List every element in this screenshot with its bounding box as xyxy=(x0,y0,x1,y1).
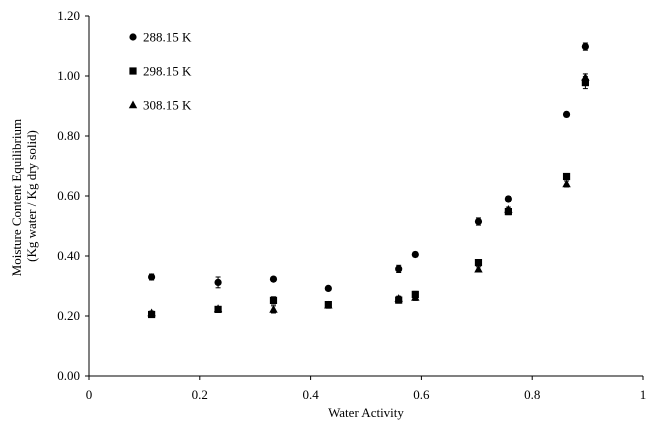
data-point-triangle xyxy=(324,300,333,309)
data-point-triangle xyxy=(504,205,513,213)
data-point-triangle xyxy=(213,304,223,313)
data-point-circle xyxy=(214,278,222,286)
x-tick-label: 0 xyxy=(86,387,93,402)
data-point-circle xyxy=(562,110,571,118)
data-point-triangle xyxy=(394,294,403,302)
data-point-circle xyxy=(411,250,419,259)
x-tick-label: 0.2 xyxy=(192,387,208,402)
y-tick-label: 0.60 xyxy=(57,188,80,203)
data-point-circle xyxy=(504,195,512,203)
legend-marker-square xyxy=(129,67,137,75)
data-point-square xyxy=(562,172,571,181)
y-tick-label: 0.80 xyxy=(57,128,80,143)
data-point-triangle xyxy=(562,179,571,188)
data-point-circle xyxy=(474,217,483,226)
data-point-triangle xyxy=(269,304,278,313)
x-tick-label: 0.4 xyxy=(302,387,319,402)
data-point-circle xyxy=(395,265,403,273)
legend: 288.15 K 298.15 K 308.15 K xyxy=(128,30,192,113)
data-point-circle xyxy=(581,43,589,51)
data-point-square xyxy=(269,296,278,304)
y-axis-label: Moisture Content Equilibrium (Kg water /… xyxy=(9,116,39,277)
data-point-square xyxy=(474,259,483,267)
data-point-square xyxy=(581,79,589,87)
data-point-triangle xyxy=(411,292,420,301)
y-axis-label-line-1: Moisture Content Equilibrium xyxy=(9,119,24,276)
data-point-triangle xyxy=(581,73,590,81)
x-tick-label: 1 xyxy=(640,387,646,402)
y-tick-label: 1.20 xyxy=(57,8,80,23)
x-tick-label: 0.6 xyxy=(413,387,430,402)
legend-marker-circle xyxy=(129,33,137,41)
x-axis-label: Water Activity xyxy=(328,405,404,420)
data-point-circle xyxy=(269,275,278,283)
data-point-triangle xyxy=(474,264,483,273)
y-axis-label-line-2: (Kg water / Kg dry solid) xyxy=(24,130,39,262)
legend-label: 288.15 K xyxy=(143,30,192,45)
y-tick-label: 1.00 xyxy=(57,68,80,83)
data-point-circle xyxy=(148,273,156,281)
y-tick-label: 0.40 xyxy=(57,248,80,263)
legend-marker-triangle xyxy=(128,100,138,109)
data-point-triangle xyxy=(147,308,156,317)
legend-label: 308.15 K xyxy=(143,98,192,113)
series-square xyxy=(148,76,589,319)
x-axis-ticks: 0 0.2 0.4 0.6 0.8 1 xyxy=(86,376,646,402)
data-point-circle xyxy=(324,284,332,292)
series-circle xyxy=(148,42,589,292)
y-tick-label: 0.20 xyxy=(57,308,80,323)
y-axis-ticks: 0.00 0.20 0.40 0.60 0.80 1.00 1.20 xyxy=(57,8,89,383)
legend-label: 298.15 K xyxy=(143,64,192,79)
series-triangle xyxy=(147,73,590,317)
y-tick-label: 0.00 xyxy=(57,368,80,383)
data-series xyxy=(147,42,590,319)
x-tick-label: 0.8 xyxy=(524,387,540,402)
